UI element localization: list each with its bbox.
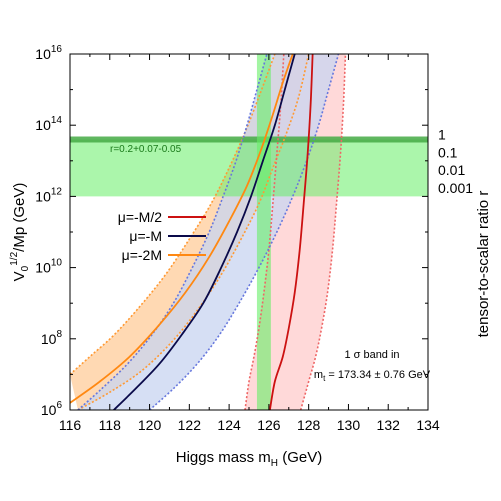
y-tick-label: 1014 xyxy=(35,115,62,133)
legend-label-1: μ=-M xyxy=(129,228,162,244)
y-axis-title-sub: 0 xyxy=(20,265,31,271)
annotation-mt-subscript: t xyxy=(323,374,326,383)
annotation-mt-symbol: m xyxy=(314,369,323,381)
band-upper-edge-2 xyxy=(77,54,310,410)
r-band-label: r=0.2+0.07-0.05 xyxy=(110,144,182,155)
x-tick-label: 126 xyxy=(257,417,281,433)
y2-axis-title: tensor-to-scalar ratio r xyxy=(475,191,492,338)
band-layer xyxy=(70,54,346,410)
y-tick-label: 106 xyxy=(41,400,63,418)
x-axis-title: Higgs mass mH (GeV) xyxy=(176,449,322,469)
line-layer xyxy=(70,54,347,410)
tick-layer: 116 118 120 122 124 126 128 130 132 134 106 108 1010… xyxy=(35,44,473,433)
y-axis-title-v: V xyxy=(11,271,28,281)
r-horizontal-band xyxy=(70,139,428,197)
band-lower-edge-1 xyxy=(77,54,268,410)
annotation-mt-value: = 173.34 ± 0.76 GeV xyxy=(325,369,430,381)
y-tick-label: 1010 xyxy=(35,258,62,276)
x-axis-title-unit: (GeV) xyxy=(278,449,322,466)
band-upper-edge-0 xyxy=(299,54,347,410)
series-line-1 xyxy=(113,54,296,410)
higgs-mass-vertical-band xyxy=(256,54,271,410)
r-tick-label: 0.001 xyxy=(438,180,473,196)
y-tick-label: 1016 xyxy=(35,44,62,62)
x-tick-label: 124 xyxy=(217,417,241,433)
r-tick-label: 0.01 xyxy=(438,162,465,178)
x-tick-label: 130 xyxy=(337,417,361,433)
legend: μ=-M/2 μ=-M μ=-2M xyxy=(118,209,206,263)
y-axis-title-sup: 1/2 xyxy=(9,251,20,265)
legend-label-0: μ=-M/2 xyxy=(118,209,162,225)
r-tick-label: 1 xyxy=(438,126,446,142)
green-band-layer xyxy=(70,54,428,410)
band-upper-edge-1 xyxy=(149,54,340,410)
x-tick-label: 122 xyxy=(178,417,202,433)
x-axis-title-main: Higgs mass m xyxy=(176,449,271,466)
r-tick-label: 0.1 xyxy=(438,144,458,160)
y-tick-label: 1012 xyxy=(35,186,62,204)
legend-label-2: μ=-2M xyxy=(122,247,162,263)
band-lower-edge-0 xyxy=(244,54,285,410)
series-line-2 xyxy=(70,54,294,404)
annotation-line-1: 1 σ band in xyxy=(344,349,399,361)
y-axis-title-rest: /Mp (GeV) xyxy=(11,183,28,252)
svg-text:V01/2/Mp (GeV): V01/2/Mp (GeV) xyxy=(9,183,31,282)
annotation-line-2: mt = 173.34 ± 0.76 GeV xyxy=(314,369,431,383)
x-tick-label: 134 xyxy=(416,417,440,433)
x-tick-label: 128 xyxy=(297,417,321,433)
x-tick-label: 132 xyxy=(377,417,401,433)
y-tick-label: 108 xyxy=(41,329,63,347)
x-tick-label: 116 xyxy=(59,417,82,433)
y2-axis-title-text: tensor-to-scalar ratio r xyxy=(475,191,492,338)
x-axis-title-sub: H xyxy=(271,458,278,469)
series-line-0 xyxy=(268,54,314,410)
x-tick-label: 118 xyxy=(99,417,122,433)
y-axis-title: V01/2/Mp (GeV) xyxy=(9,183,31,282)
x-tick-label: 120 xyxy=(138,417,162,433)
